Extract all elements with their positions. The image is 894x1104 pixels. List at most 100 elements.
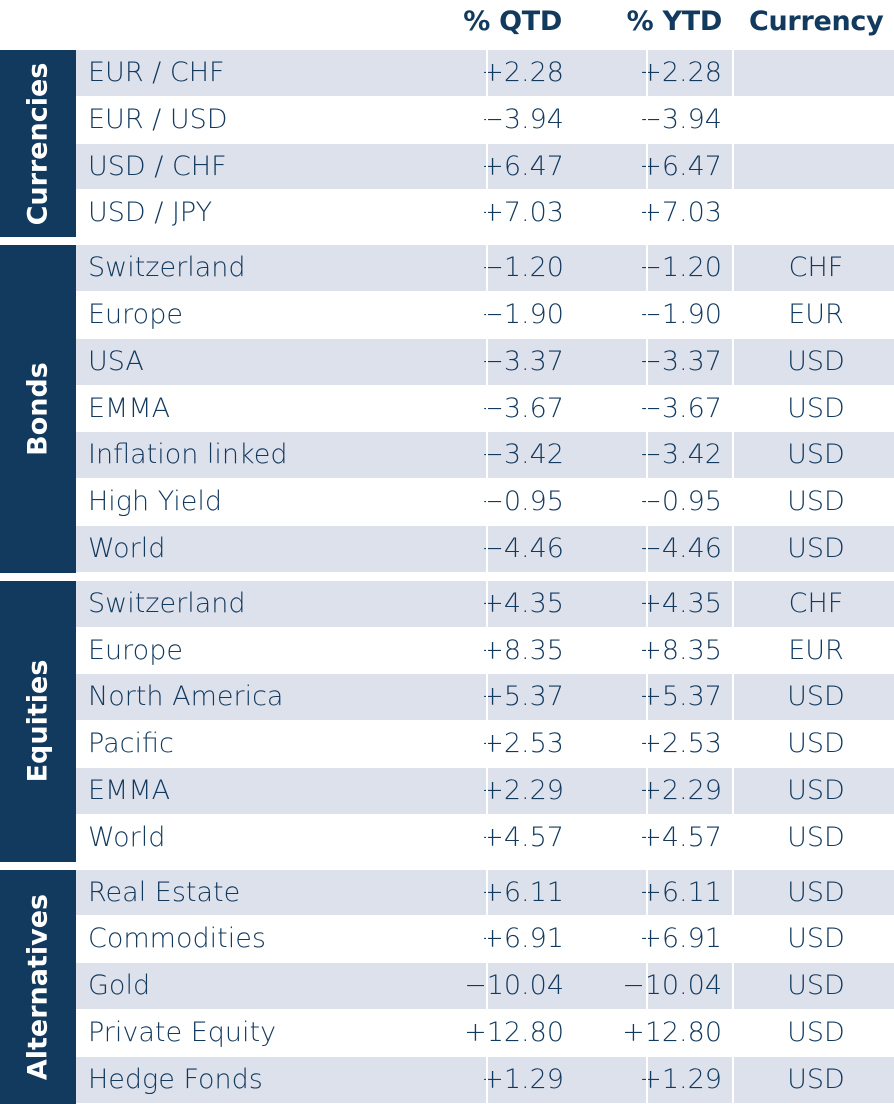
row-label: USD / CHF — [88, 150, 227, 182]
currency-value — [756, 50, 876, 96]
column-divider — [486, 432, 488, 479]
currency-value: USD — [787, 821, 845, 853]
row-label: World — [88, 532, 166, 564]
column-divider — [646, 869, 648, 916]
ytd-value: +2.29 — [639, 774, 722, 806]
row-label: High Yield — [88, 486, 222, 518]
column-divider — [486, 916, 488, 963]
column-divider — [646, 385, 648, 432]
column-divider — [486, 479, 488, 525]
column-divider — [486, 338, 488, 385]
column-divider — [646, 963, 648, 1009]
row-label: Europe — [88, 298, 183, 330]
column-divider — [732, 50, 734, 96]
table-row: Inflation linked −3.42 −3.42 USD — [76, 432, 894, 481]
column-divider — [646, 674, 648, 721]
column-divider — [646, 245, 648, 291]
currency-value — [756, 144, 876, 190]
column-header-currency: Currency — [749, 6, 884, 37]
ytd-value: +4.57 — [639, 821, 722, 853]
qtd-value: −3.37 — [481, 345, 564, 377]
currency-value: USD — [787, 728, 845, 760]
row-label: Commodities — [88, 923, 266, 955]
table-row: USA −3.37 −3.37 USD — [76, 338, 894, 387]
column-divider — [646, 627, 648, 674]
column-divider — [486, 96, 488, 143]
column-divider — [646, 479, 648, 525]
table-row: North America +5.37 +5.37 USD — [76, 674, 894, 723]
currency-value: USD — [787, 392, 845, 424]
qtd-value: +2.29 — [481, 774, 564, 806]
column-divider — [732, 674, 734, 721]
column-divider — [646, 721, 648, 767]
currency-value: USD — [787, 774, 845, 806]
ytd-value: −4.46 — [639, 532, 722, 564]
qtd-value: −1.90 — [481, 298, 564, 330]
table-row: Switzerland +4.35 +4.35 CHF — [76, 580, 894, 629]
currency-value: USD — [787, 923, 845, 955]
column-divider — [486, 190, 488, 237]
row-label: Switzerland — [88, 252, 246, 284]
qtd-value: −1.20 — [481, 252, 564, 284]
table-row: Europe −1.90 −1.90 EUR — [76, 291, 894, 340]
column-divider — [732, 963, 734, 1009]
currency-value: USD — [787, 1016, 845, 1048]
row-label: North America — [88, 681, 284, 713]
table-row: World −4.46 −4.46 USD — [76, 525, 894, 572]
column-divider — [646, 916, 648, 963]
ytd-value: −1.20 — [639, 252, 722, 284]
column-divider — [732, 1009, 734, 1056]
row-label: Inflation linked — [88, 439, 288, 471]
row-label: Real Estate — [88, 876, 241, 908]
column-divider — [732, 432, 734, 479]
ytd-value: +12.80 — [622, 1016, 722, 1048]
currency-value — [756, 97, 876, 143]
ytd-value: +2.53 — [639, 728, 722, 760]
currency-value: USD — [787, 970, 845, 1002]
column-divider — [646, 96, 648, 143]
qtd-value: +6.47 — [481, 150, 564, 182]
column-divider — [486, 291, 488, 338]
currency-value: EUR — [788, 634, 844, 666]
column-divider — [732, 291, 734, 338]
group-label: Currencies — [22, 62, 54, 226]
ytd-value: −3.94 — [639, 103, 722, 135]
ytd-value: −1.90 — [639, 298, 722, 330]
ytd-value: −3.67 — [639, 392, 722, 424]
column-divider — [646, 432, 648, 479]
table-row: Gold −10.04 −10.04 USD — [76, 963, 894, 1011]
column-divider — [486, 767, 488, 814]
table-row: Private Equity +12.80 +12.80 USD — [76, 1009, 894, 1058]
table-group-alternatives: Alternatives Real Estate +6.11 +6.11 USD Comm… — [0, 869, 894, 1104]
group-sidebar: Alternatives — [0, 869, 76, 1104]
column-divider — [646, 525, 648, 572]
currency-value: CHF — [788, 587, 844, 619]
column-divider — [486, 580, 488, 627]
row-label: USD / JPY — [88, 197, 213, 229]
qtd-value: −0.95 — [481, 486, 564, 518]
group-label: Alternatives — [22, 893, 54, 1080]
column-divider — [486, 869, 488, 916]
qtd-value: −3.94 — [481, 103, 564, 135]
table-group-equities: Equities Switzerland +4.35 +4.35 CHF Europe +8… — [0, 580, 894, 862]
column-divider — [646, 50, 648, 96]
qtd-value: +12.80 — [464, 1016, 564, 1048]
column-divider — [732, 627, 734, 674]
currency-value: USD — [787, 486, 845, 518]
ytd-value: −10.04 — [622, 970, 722, 1002]
table-row: EMMA +2.29 +2.29 USD — [76, 767, 894, 816]
qtd-value: +4.35 — [481, 587, 564, 619]
table-row: Europe +8.35 +8.35 EUR — [76, 627, 894, 676]
qtd-value: +6.11 — [481, 876, 564, 908]
column-divider — [732, 869, 734, 916]
row-label: EUR / USD — [88, 103, 228, 135]
currency-value: USD — [787, 876, 845, 908]
column-divider — [486, 50, 488, 96]
row-label: World — [88, 821, 166, 853]
group-label: Bonds — [22, 362, 54, 456]
table-row: EUR / USD −3.94 −3.94 — [76, 96, 894, 145]
column-divider — [486, 1009, 488, 1056]
qtd-value: +7.03 — [481, 197, 564, 229]
row-label: EMMA — [88, 392, 171, 424]
column-divider — [732, 190, 734, 237]
